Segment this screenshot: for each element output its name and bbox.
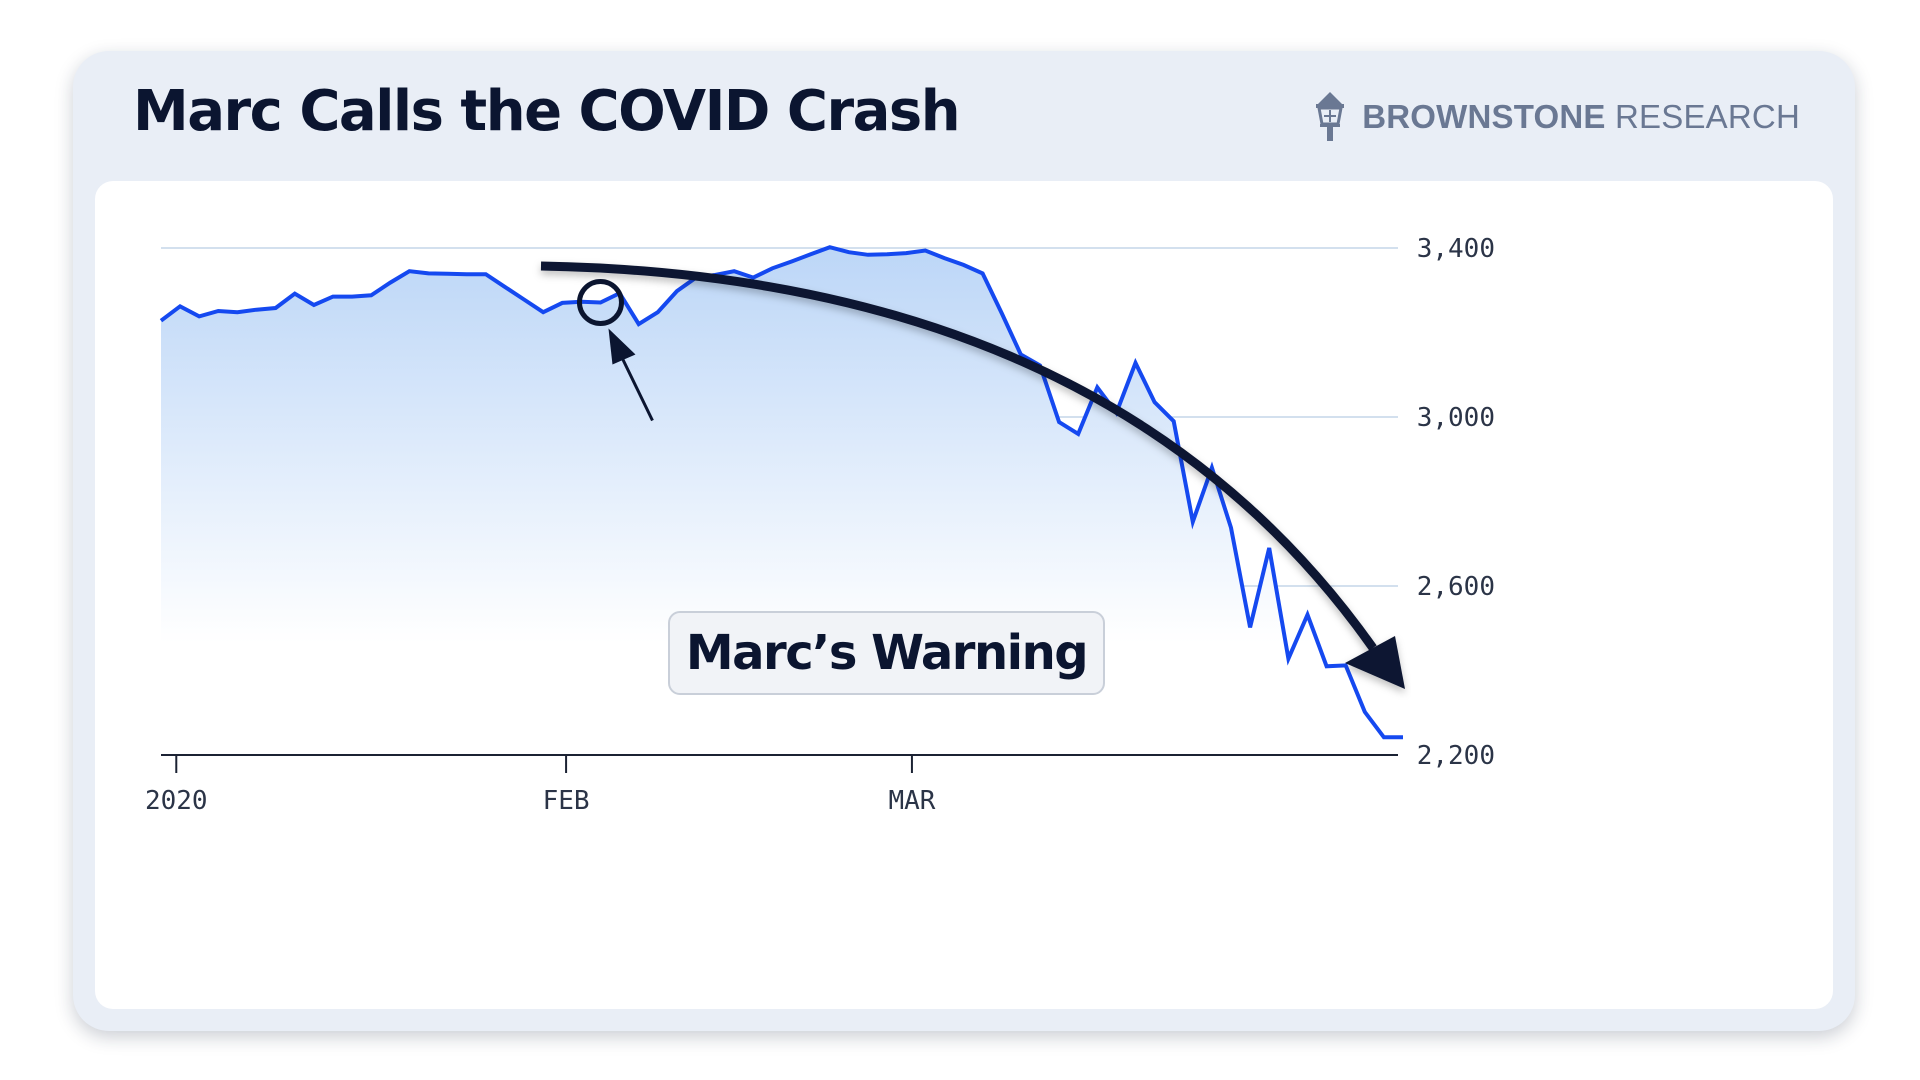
pointer-arrow-head (608, 328, 636, 365)
brand-name: BROWNSTONE RESEARCH (1362, 98, 1800, 136)
chart-panel: 2,200 2,600 3,000 3,400 2020 FEB MAR Marc’s W… (95, 181, 1833, 1009)
brand-name-regular: RESEARCH (1615, 98, 1800, 135)
brand-logo: BROWNSTONE RESEARCH (1310, 87, 1800, 147)
crash-arrow-curve (540, 261, 1377, 651)
chart-card: Marc Calls the COVID Crash BROWNSTONE RE… (73, 51, 1855, 1031)
series-line (159, 245, 1403, 740)
x-tick-label: MAR (888, 786, 935, 816)
x-tick-label: FEB (543, 786, 590, 816)
lamppost-icon (1316, 92, 1345, 141)
warning-marker-circle (576, 279, 624, 327)
y-tick-label: 2,600 (1417, 572, 1495, 602)
crash-arrow-head (1345, 636, 1405, 689)
x-tick-label: 2020 (145, 786, 208, 816)
marcs-warning-callout: Marc’s Warning (668, 611, 1105, 695)
y-tick-label: 3,000 (1417, 403, 1495, 433)
chart-svg: 2,200 2,600 3,000 3,400 2020 FEB MAR (145, 234, 1495, 816)
chart-title: Marc Calls the COVID Crash (133, 79, 961, 144)
brand-name-bold: BROWNSTONE (1362, 98, 1606, 135)
y-tick-label: 3,400 (1417, 234, 1495, 264)
pointer-arrow-shaft (619, 353, 654, 422)
y-tick-label: 2,200 (1417, 741, 1495, 771)
